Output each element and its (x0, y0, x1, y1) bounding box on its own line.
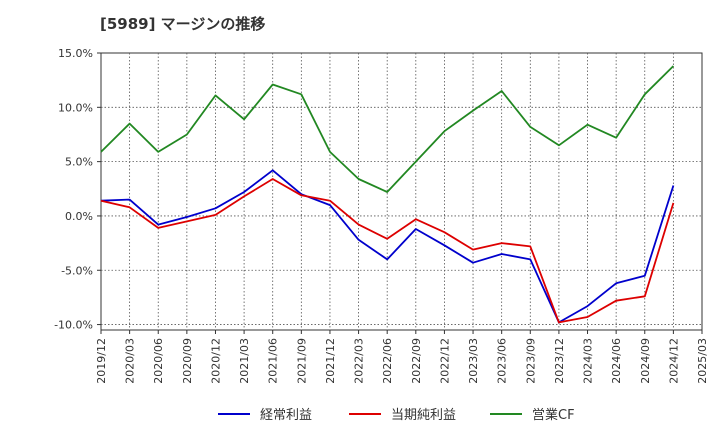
y-tick-label: 10.0% (58, 101, 93, 114)
x-tick-label: 2024/12 (667, 338, 680, 384)
x-tick-label: 2020/12 (209, 338, 222, 384)
x-tick-label: 2021/06 (267, 338, 280, 384)
x-tick-label: 2024/09 (639, 338, 652, 384)
x-tick-label: 2020/09 (181, 338, 194, 384)
y-tick-label: -10.0% (54, 319, 93, 332)
y-tick-label: 0.0% (65, 210, 93, 223)
y-axis-ticks: 15.0% 10.0% 5.0% 0.0% -5.0% -10.0% (54, 47, 101, 332)
y-tick-label: 15.0% (58, 47, 93, 60)
x-tick-label: 2020/03 (124, 338, 137, 384)
plot-area (100, 52, 703, 331)
series-line (100, 178, 675, 324)
x-axis-ticks: 2019/12 2020/03 2020/06 2020/09 2020/12 2021/… (95, 330, 709, 384)
x-tick-label: 2022/06 (381, 338, 394, 384)
x-tick-label: 2023/12 (553, 338, 566, 384)
legend-label: 営業CF (532, 407, 575, 423)
x-tick-label: 2021/03 (238, 338, 251, 384)
x-tick-label: 2022/12 (438, 338, 451, 384)
x-tick-label: 2019/12 (95, 338, 108, 384)
legend-label: 経常利益 (260, 408, 312, 423)
x-tick-label: 2023/09 (524, 338, 537, 384)
legend-label: 当期純利益 (391, 408, 456, 423)
x-tick-label: 2024/03 (582, 338, 595, 384)
x-tick-label: 2023/03 (467, 338, 480, 384)
legend: 経常利益 当期純利益 営業CF (218, 407, 575, 423)
series-line (100, 169, 675, 324)
x-tick-label: 2023/06 (496, 338, 509, 384)
series-line (100, 65, 675, 193)
x-tick-label: 2020/06 (152, 338, 165, 384)
x-tick-label: 2021/12 (324, 338, 337, 384)
x-tick-label: 2021/09 (295, 338, 308, 384)
x-tick-label: 2024/06 (610, 338, 623, 384)
series-lines (100, 65, 675, 324)
x-tick-label: 2022/09 (410, 338, 423, 384)
chart-title: [5989] マージンの推移 (100, 15, 266, 33)
grid-lines (101, 53, 702, 330)
y-tick-label: 5.0% (65, 156, 93, 169)
x-tick-label: 2022/03 (353, 338, 366, 384)
y-tick-label: -5.0% (61, 264, 93, 277)
x-tick-label: 2025/03 (696, 338, 709, 384)
